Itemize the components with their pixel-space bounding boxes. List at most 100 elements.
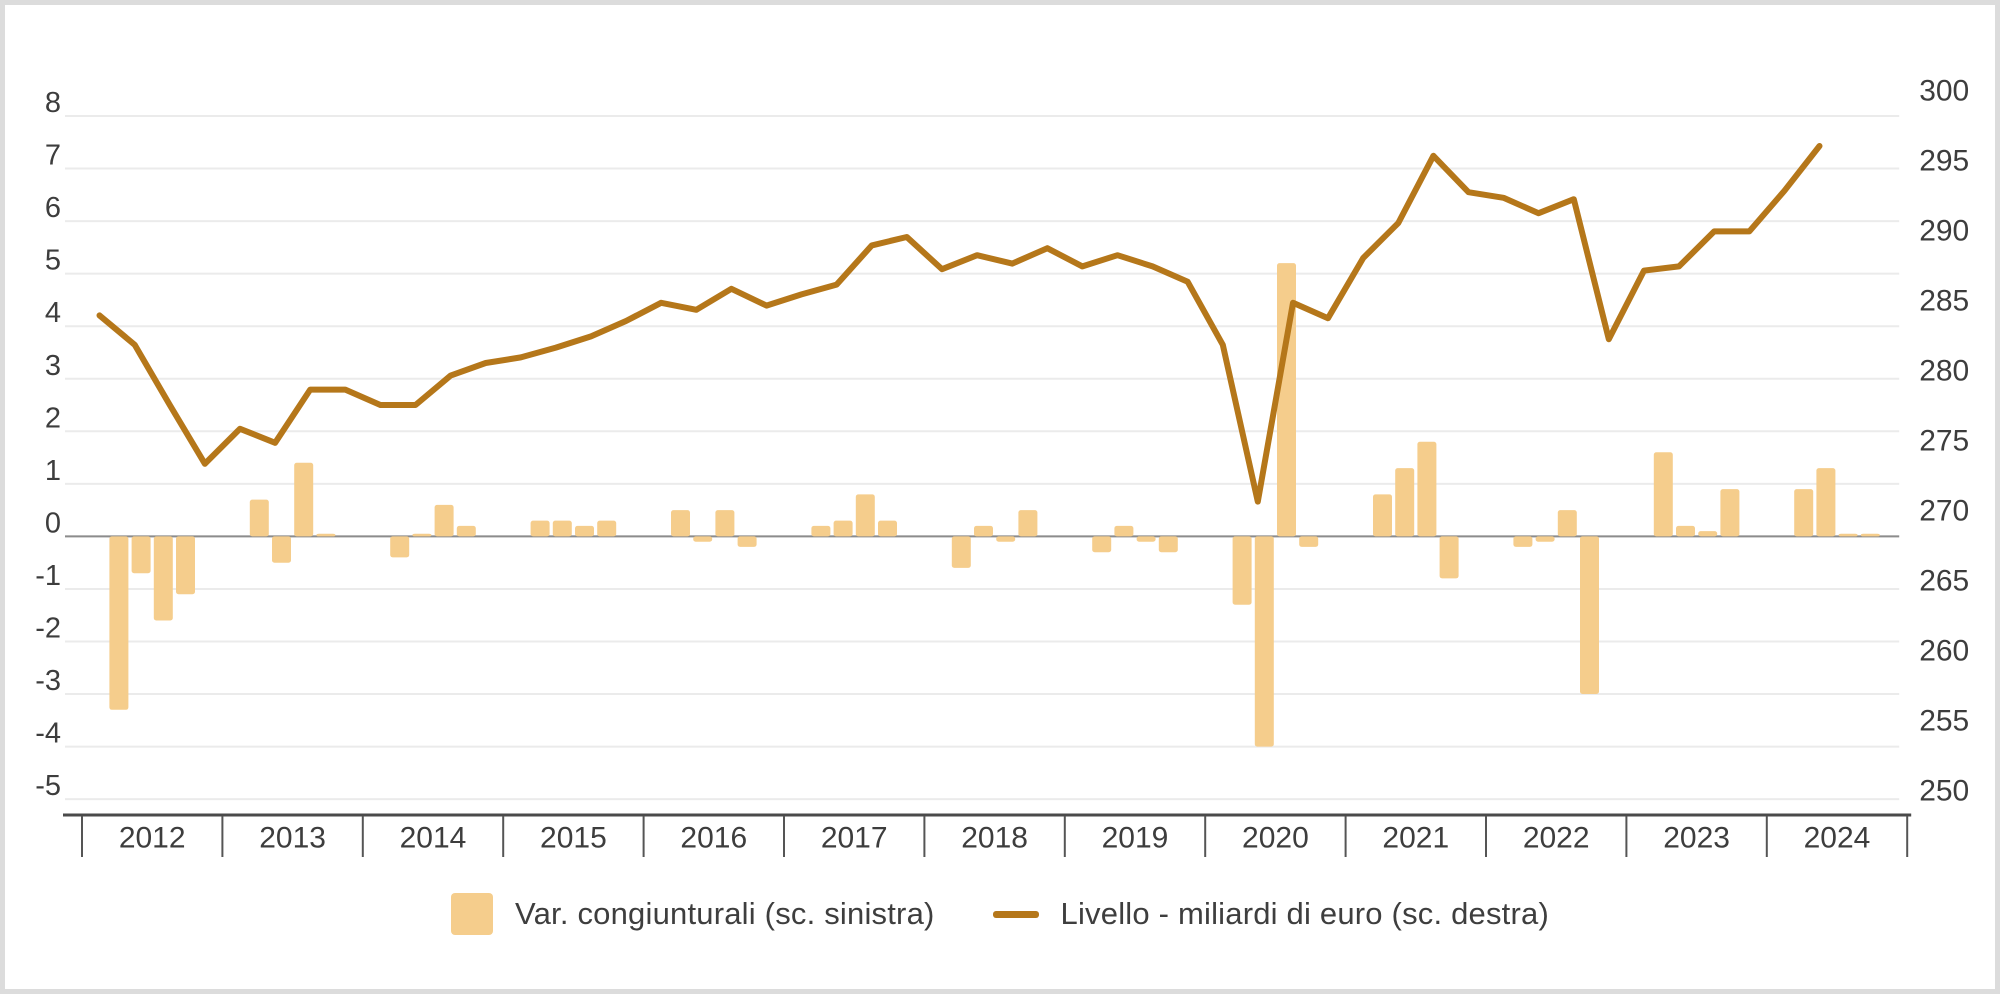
left-axis-tick-label: -3 bbox=[35, 665, 61, 697]
right-axis-tick-label: 270 bbox=[1919, 495, 1969, 528]
bar-quarter-value bbox=[294, 462, 314, 537]
bar-quarter-value bbox=[737, 536, 757, 547]
line-series-swatch-icon bbox=[992, 910, 1039, 918]
bar-quarter-value bbox=[434, 504, 454, 537]
left-axis-tick-label: 6 bbox=[45, 192, 61, 224]
left-axis-tick-label: -1 bbox=[35, 560, 61, 592]
bar-quarter-value bbox=[996, 536, 1016, 542]
bar-quarter-value bbox=[671, 510, 690, 537]
year-tick-label: 2024 bbox=[1804, 822, 1871, 855]
year-tick-label: 2017 bbox=[821, 822, 888, 855]
right-axis-tick-label: 255 bbox=[1919, 705, 1969, 738]
bar-quarter-value bbox=[390, 536, 410, 558]
bar-quarter-value bbox=[715, 510, 735, 537]
bar-quarter-value bbox=[1299, 536, 1319, 547]
bar-quarter-value bbox=[1018, 510, 1038, 537]
year-tick-label: 2015 bbox=[540, 822, 607, 855]
bar-quarter-value bbox=[131, 536, 151, 574]
left-axis-tick-label: 1 bbox=[45, 455, 61, 487]
left-axis-tick-label: 5 bbox=[45, 245, 61, 277]
right-axis-tick-label: 265 bbox=[1919, 565, 1969, 598]
bar-quarter-value bbox=[1395, 468, 1415, 537]
bar-quarter-value bbox=[1417, 441, 1437, 537]
bar-quarter-value bbox=[693, 536, 713, 542]
bar-quarter-value bbox=[855, 494, 875, 537]
chart-legend: Var. congiunturali (sc. sinistra) Livell… bbox=[5, 893, 1995, 935]
bar-quarter-value bbox=[575, 525, 594, 537]
left-axis-tick-label: 7 bbox=[45, 140, 61, 172]
year-tick-label: 2012 bbox=[119, 822, 186, 855]
year-tick-label: 2023 bbox=[1663, 822, 1730, 855]
bar-quarter-value bbox=[272, 536, 291, 563]
bar-quarter-value bbox=[153, 536, 173, 621]
bar-quarter-value bbox=[974, 525, 993, 537]
bar-quarter-value bbox=[1277, 263, 1296, 537]
left-axis-tick-label: -4 bbox=[35, 718, 61, 750]
income-chart-canvas: 8 7 6 5 4 3 2 1 0 -1 -2 -3 -4 -5 300 295 290 285 280 275 270… bbox=[35, 75, 1969, 857]
line-series-label: Livello - miliardi di euro (sc. destra) bbox=[1060, 896, 1549, 931]
bar-quarter-value bbox=[1439, 536, 1459, 579]
bar-quarter-value bbox=[552, 520, 572, 537]
bar-quarter-value bbox=[1513, 536, 1533, 547]
bar-series-label: Var. congiunturali (sc. sinistra) bbox=[515, 896, 935, 931]
bar-quarter-value bbox=[951, 536, 971, 568]
bar-quarter-value bbox=[1720, 489, 1740, 537]
right-axis-tick-label: 295 bbox=[1919, 145, 1969, 178]
left-axis-tick-label: 3 bbox=[45, 350, 61, 382]
bar-quarter-value bbox=[1676, 525, 1695, 537]
x-axis: 2012 2013 2014 2015 2016 2017 2018 2019 2020 2021… bbox=[63, 813, 1912, 857]
right-axis-tick-label: 260 bbox=[1919, 635, 1969, 668]
bar-quarter-value bbox=[1254, 536, 1274, 747]
bar-quarter-value bbox=[1816, 468, 1836, 537]
left-axis: 8 7 6 5 4 3 2 1 0 -1 -2 -3 -4 -5 bbox=[35, 87, 61, 802]
right-axis-tick-label: 275 bbox=[1919, 425, 1969, 458]
bar-quarter-value bbox=[1860, 533, 1880, 537]
year-tick-label: 2018 bbox=[961, 822, 1028, 855]
year-tick-label: 2019 bbox=[1102, 822, 1169, 855]
bar-quarter-value bbox=[412, 533, 432, 537]
right-axis-tick-label: 300 bbox=[1919, 75, 1969, 108]
bar-quarter-value bbox=[1698, 531, 1718, 537]
year-tick-label: 2013 bbox=[259, 822, 326, 855]
bar-quarter-value bbox=[456, 525, 476, 537]
bar-quarter-value bbox=[597, 520, 617, 537]
right-axis-tick-label: 290 bbox=[1919, 215, 1969, 248]
year-tick-label: 2020 bbox=[1242, 822, 1309, 855]
left-axis-tick-label: -2 bbox=[35, 613, 61, 645]
line-series-livello bbox=[96, 143, 1823, 505]
bar-quarter-value bbox=[1653, 452, 1673, 537]
left-axis-tick-label: 4 bbox=[45, 297, 61, 329]
bar-quarter-value bbox=[1557, 510, 1577, 537]
bar-quarter-value bbox=[1232, 536, 1252, 605]
left-axis-tick-label: -5 bbox=[35, 770, 61, 802]
year-tick-label: 2014 bbox=[400, 822, 467, 855]
right-axis: 300 295 290 285 280 275 270 265 260 255 250 bbox=[1919, 75, 1969, 808]
bar-series-swatch-icon bbox=[451, 893, 494, 935]
bar-quarter-value bbox=[249, 499, 269, 537]
bar-quarter-value bbox=[1136, 536, 1156, 542]
bar-quarter-value bbox=[316, 533, 336, 537]
bar-quarter-value bbox=[1838, 533, 1858, 537]
bar-quarter-value bbox=[109, 536, 129, 710]
right-axis-tick-label: 250 bbox=[1919, 775, 1969, 808]
right-axis-tick-label: 280 bbox=[1919, 355, 1969, 388]
year-tick-label: 2021 bbox=[1382, 822, 1449, 855]
bar-quarter-value bbox=[176, 536, 195, 595]
bar-quarter-value bbox=[811, 525, 831, 537]
bar-quarter-value bbox=[1092, 536, 1112, 553]
bar-quarter-value bbox=[878, 520, 897, 537]
bar-series-var-congiunturali bbox=[109, 263, 1880, 747]
bar-quarter-value bbox=[1373, 494, 1392, 537]
bar-quarter-value bbox=[1580, 536, 1599, 694]
bar-quarter-value bbox=[530, 520, 550, 537]
gridlines bbox=[65, 115, 1900, 801]
left-axis-tick-label: 2 bbox=[45, 402, 61, 434]
year-tick-label: 2022 bbox=[1523, 822, 1590, 855]
legend-item-line: Livello - miliardi di euro (sc. destra) bbox=[992, 896, 1549, 932]
bar-quarter-value bbox=[833, 520, 853, 537]
bar-quarter-value bbox=[1535, 536, 1555, 542]
legend-item-bars: Var. congiunturali (sc. sinistra) bbox=[451, 893, 935, 935]
bar-quarter-value bbox=[1114, 525, 1134, 537]
bar-quarter-value bbox=[1794, 489, 1814, 537]
